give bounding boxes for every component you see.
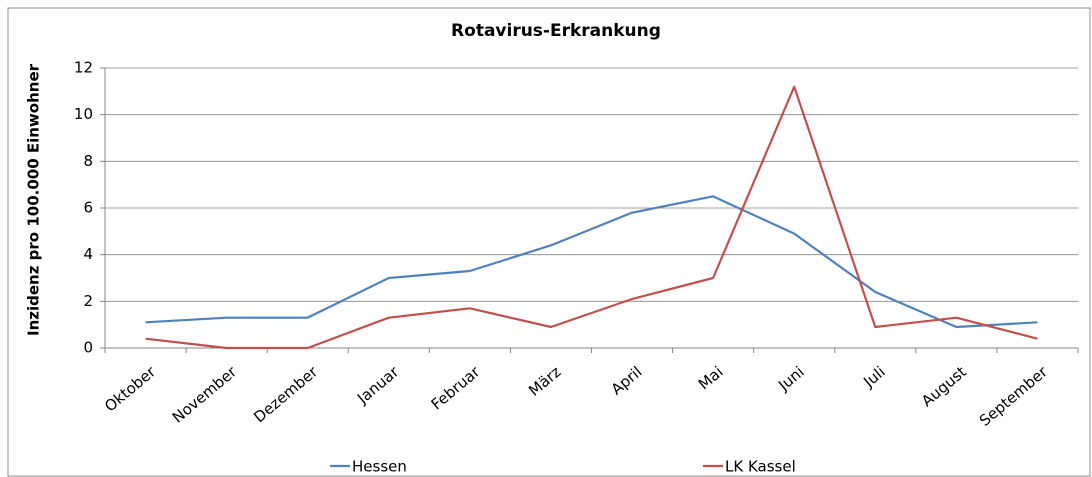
y-axis-label: Inzidenz pro 100.000 Einwohner (25, 63, 43, 336)
y-tick-label: 10 (74, 105, 93, 123)
y-tick-label: 8 (83, 152, 93, 170)
y-tick-label: 12 (74, 59, 93, 77)
chart-border (7, 7, 1091, 477)
series-line (145, 85, 1038, 350)
legend-label: Hessen (352, 458, 407, 476)
y-tick-label: 6 (83, 199, 93, 217)
y-tick-label: 2 (83, 292, 93, 310)
legend-label: LK Kassel (725, 458, 796, 476)
y-tick-label: 4 (83, 245, 93, 263)
series-line (145, 195, 1038, 329)
chart-title: Rotavirus-Erkrankung (451, 21, 661, 41)
y-tick-label: 0 (83, 339, 93, 357)
